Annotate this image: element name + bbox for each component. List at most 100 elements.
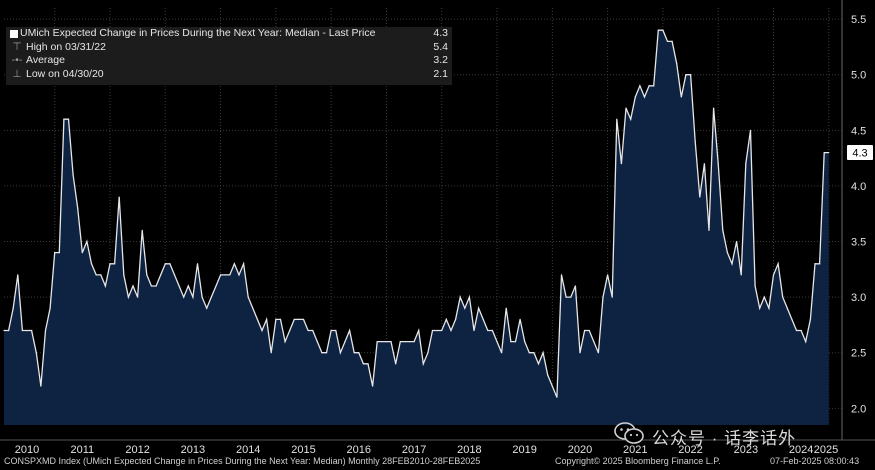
y-tick-label: 4.0 <box>851 181 866 193</box>
data-point <box>312 329 314 332</box>
data-point <box>786 307 788 309</box>
data-point <box>284 341 286 343</box>
y-axis-tick-labels: 2.0 2.5 3.0 3.5 4.0 4.5 5.0 5.5 <box>851 14 866 415</box>
data-point <box>597 352 599 354</box>
data-point <box>169 263 171 265</box>
data-point <box>772 274 775 276</box>
legend-value: 2.1 <box>433 67 448 80</box>
data-point <box>689 74 692 76</box>
data-point <box>183 296 185 298</box>
wechat-logo-icon <box>614 422 644 444</box>
data-point <box>325 352 328 354</box>
data-point <box>680 96 682 98</box>
data-point <box>473 329 475 332</box>
x-tick-label: 2011 <box>71 444 95 456</box>
x-tick-label: 2021 <box>623 444 647 456</box>
data-point <box>348 329 351 332</box>
data-point <box>173 274 176 276</box>
data-point <box>3 329 5 332</box>
x-tick-label: 2022 <box>678 444 702 456</box>
data-point <box>137 296 139 298</box>
data-point <box>123 274 125 276</box>
data-point <box>602 296 604 298</box>
data-point <box>196 263 199 265</box>
data-point <box>496 341 498 343</box>
data-point <box>418 329 420 332</box>
data-point <box>666 40 669 42</box>
data-point <box>510 341 512 343</box>
data-point <box>358 352 360 354</box>
data-point <box>187 285 189 287</box>
data-point <box>736 240 738 243</box>
data-point <box>791 318 793 320</box>
y-tick-label: 2.5 <box>851 348 866 360</box>
data-point <box>556 396 558 398</box>
data-point <box>537 363 540 365</box>
x-tick-label: 2020 <box>568 444 592 456</box>
data-point <box>54 252 56 254</box>
data-point <box>385 341 388 343</box>
data-point <box>86 240 88 243</box>
data-point <box>90 263 93 265</box>
data-point <box>593 341 595 343</box>
data-point <box>362 363 365 365</box>
data-point <box>132 285 134 287</box>
data-point <box>427 352 429 354</box>
data-point <box>657 29 659 31</box>
data-point <box>12 307 14 309</box>
data-point <box>524 341 526 343</box>
data-point <box>307 329 309 332</box>
data-point <box>477 307 480 309</box>
data-point <box>795 329 798 332</box>
legend-value: 3.2 <box>433 54 448 66</box>
legend-label: Low on 04/30/20 <box>26 67 104 80</box>
data-point <box>72 174 74 176</box>
data-point <box>26 329 28 332</box>
last-price-label: 4.3 <box>852 148 867 160</box>
data-point <box>431 329 434 332</box>
data-point <box>491 329 494 332</box>
data-point <box>63 118 65 120</box>
data-point <box>454 318 457 320</box>
data-point <box>777 263 779 265</box>
x-tick-label: 2013 <box>181 444 205 456</box>
legend-value: 4.3 <box>433 27 448 39</box>
x-tick-label: 2016 <box>347 444 371 456</box>
data-point <box>579 352 581 354</box>
data-point <box>381 341 383 343</box>
data-point <box>141 229 143 231</box>
data-point <box>367 363 369 365</box>
x-tick-label: 2024 <box>789 444 813 456</box>
data-point <box>528 352 530 354</box>
data-point <box>77 207 79 209</box>
x-tick-label: 2014 <box>236 444 260 456</box>
data-point <box>588 329 590 332</box>
data-point <box>279 318 282 320</box>
data-point <box>395 363 397 365</box>
data-point <box>708 229 710 231</box>
data-point <box>823 151 825 154</box>
data-point <box>676 63 678 65</box>
data-point <box>233 263 235 265</box>
data-point <box>607 274 609 276</box>
y-tick-label: 3.5 <box>851 237 866 249</box>
x-tick-label: 2023 <box>734 444 758 456</box>
average-marker-icon: -•- <box>11 54 23 66</box>
data-point <box>413 341 415 343</box>
data-point <box>639 85 641 87</box>
data-point <box>150 285 153 287</box>
data-point <box>487 329 489 332</box>
footer-index-description: CONSPXMD Index (UMich Expected Change in… <box>4 456 481 466</box>
data-point <box>620 163 623 165</box>
data-point <box>505 307 507 309</box>
legend-entry-low: ⊥ Low on 04/30/20 2.1 <box>6 68 452 82</box>
data-point <box>653 85 655 87</box>
legend: UMich Expected Change in Prices During t… <box>6 27 452 85</box>
x-tick-label: 2017 <box>402 444 426 456</box>
legend-entry-high: ⊤ High on 03/31/22 5.4 <box>6 41 452 55</box>
watermark-text: 公众号 · 话李话外 <box>652 429 797 448</box>
data-point <box>353 352 355 354</box>
data-point <box>740 274 742 276</box>
data-point <box>441 329 443 332</box>
